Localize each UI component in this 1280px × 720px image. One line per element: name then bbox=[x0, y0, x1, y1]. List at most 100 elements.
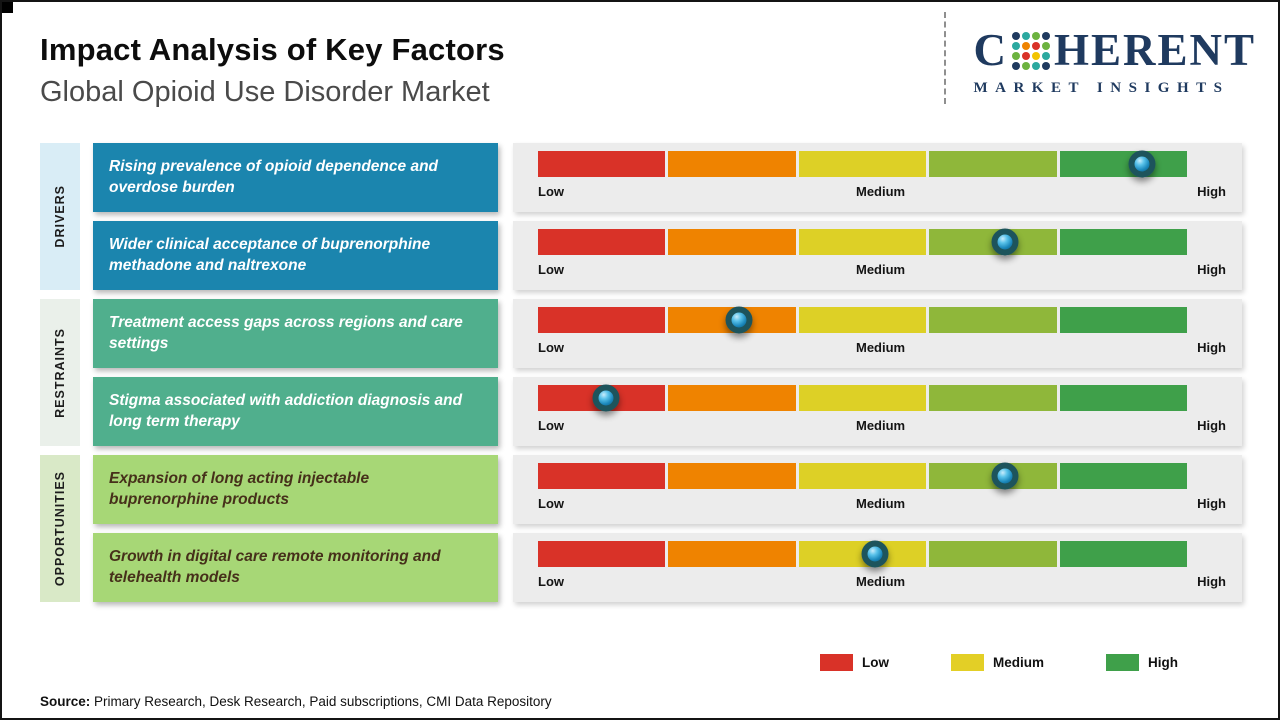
factor-box: Expansion of long acting injectable bupr… bbox=[93, 455, 498, 524]
scale-label-low: Low bbox=[538, 262, 564, 277]
category-label-restraints: RESTRAINTS bbox=[53, 327, 67, 418]
bar-segment-green bbox=[1059, 307, 1188, 333]
slider-knob[interactable] bbox=[725, 306, 753, 334]
scale-label-high: High bbox=[1197, 418, 1226, 433]
category-strip-restraints: RESTRAINTS bbox=[40, 299, 80, 446]
category-label-opportunities: OPPORTUNITIES bbox=[53, 470, 67, 587]
scale-label-medium: Medium bbox=[855, 340, 906, 355]
impact-bar-strip: Low Medium High bbox=[513, 143, 1242, 212]
source-label: Source: bbox=[40, 694, 91, 709]
factor-box: Treatment access gaps across regions and… bbox=[93, 299, 498, 368]
impact-bar-strip: Low Medium High bbox=[513, 455, 1242, 524]
logo-o-mosaic-icon bbox=[1011, 31, 1050, 70]
bar-segment-yellowgreen bbox=[929, 541, 1057, 567]
scale-labels: Low Medium High bbox=[538, 184, 1228, 199]
category-label-drivers: DRIVERS bbox=[53, 185, 67, 248]
page-subtitle: Global Opioid Use Disorder Market bbox=[40, 76, 490, 108]
bar-segment-green bbox=[1059, 541, 1188, 567]
scale-label-low: Low bbox=[538, 340, 564, 355]
scale-label-medium: Medium bbox=[855, 418, 906, 433]
bar-segment-yellowgreen bbox=[929, 151, 1057, 177]
impact-bar-strip: Low Medium High bbox=[513, 299, 1242, 368]
scale-label-low: Low bbox=[538, 574, 564, 589]
factor-text: Expansion of long acting injectable bupr… bbox=[109, 469, 370, 508]
impact-bar-strip: Low Medium High bbox=[513, 533, 1242, 602]
category-strip-drivers: DRIVERS bbox=[40, 143, 80, 290]
logo-wordmark: C HERENT bbox=[973, 28, 1256, 73]
bar-segment-red bbox=[538, 463, 666, 489]
scale-label-high: High bbox=[1197, 262, 1226, 277]
scale-label-medium: Medium bbox=[855, 574, 906, 589]
factor-box: Wider clinical acceptance of buprenorphi… bbox=[93, 221, 498, 290]
slider-knob[interactable] bbox=[991, 228, 1019, 256]
scale-label-high: High bbox=[1197, 340, 1226, 355]
legend: Low Medium High bbox=[819, 654, 1178, 671]
header: Impact Analysis of Key Factors Global Op… bbox=[40, 32, 505, 109]
scale-labels: Low Medium High bbox=[538, 340, 1228, 355]
factor-row: Expansion of long acting injectable bupr… bbox=[93, 455, 1242, 524]
bar-segment-red bbox=[538, 307, 666, 333]
slider-knob[interactable] bbox=[592, 384, 620, 412]
legend-item-high: High bbox=[1106, 654, 1178, 671]
legend-label-high: High bbox=[1148, 655, 1178, 670]
slider-knob[interactable] bbox=[861, 540, 889, 568]
logo-letter-c: C bbox=[973, 25, 1008, 75]
scale-labels: Low Medium High bbox=[538, 496, 1228, 511]
source-text: Primary Research, Desk Research, Paid su… bbox=[90, 694, 552, 709]
legend-label-medium: Medium bbox=[992, 655, 1044, 670]
slider-knob[interactable] bbox=[991, 462, 1019, 490]
factor-row: Growth in digital care remote monitoring… bbox=[93, 533, 1242, 602]
factor-row: Wider clinical acceptance of buprenorphi… bbox=[93, 221, 1242, 290]
scale-label-medium: Medium bbox=[855, 262, 906, 277]
scale-labels: Low Medium High bbox=[538, 262, 1228, 277]
bar-segment-green bbox=[1059, 463, 1188, 489]
scale-label-high: High bbox=[1197, 574, 1226, 589]
legend-swatch-medium bbox=[950, 654, 984, 671]
factor-text: Treatment access gaps across regions and… bbox=[109, 313, 463, 352]
bar-segment-orange bbox=[668, 229, 796, 255]
scale-labels: Low Medium High bbox=[538, 574, 1228, 589]
bar-segment-yellowgreen bbox=[929, 307, 1057, 333]
scale-label-high: High bbox=[1197, 184, 1226, 199]
impact-bar bbox=[538, 540, 1188, 568]
impact-bar bbox=[538, 306, 1188, 334]
bar-segment-green bbox=[1059, 385, 1188, 411]
bar-segment-orange bbox=[668, 151, 796, 177]
bar-segment-yellow bbox=[798, 151, 927, 177]
scale-label-medium: Medium bbox=[855, 496, 906, 511]
group-opportunities: OPPORTUNITIES Expansion of long acting i… bbox=[40, 455, 1242, 602]
page-title: Impact Analysis of Key Factors bbox=[40, 32, 505, 67]
scale-label-high: High bbox=[1197, 496, 1226, 511]
impact-bar-strip: Low Medium High bbox=[513, 221, 1242, 290]
logo-tagline: MARKET INSIGHTS bbox=[973, 80, 1230, 96]
factor-text: Rising prevalence of opioid dependence a… bbox=[109, 157, 439, 196]
legend-label-low: Low bbox=[861, 655, 889, 670]
bar-segment-orange bbox=[668, 463, 796, 489]
impact-bar-strip: Low Medium High bbox=[513, 377, 1242, 446]
bar-segment-red bbox=[538, 151, 666, 177]
bar-segment-yellow bbox=[798, 229, 927, 255]
source-note: Source: Primary Research, Desk Research,… bbox=[40, 694, 552, 709]
legend-item-medium: Medium bbox=[950, 654, 1044, 671]
bar-segment-yellow bbox=[798, 307, 927, 333]
factor-box: Growth in digital care remote monitoring… bbox=[93, 533, 498, 602]
category-strip-opportunities: OPPORTUNITIES bbox=[40, 455, 80, 602]
slider-knob[interactable] bbox=[1128, 150, 1156, 178]
bar-segment-red bbox=[538, 229, 666, 255]
bar-segment-green bbox=[1059, 151, 1188, 177]
impact-bar bbox=[538, 150, 1188, 178]
factor-row: Rising prevalence of opioid dependence a… bbox=[93, 143, 1242, 212]
bar-segment-green bbox=[1059, 229, 1188, 255]
group-restraints: RESTRAINTS Treatment access gaps across … bbox=[40, 299, 1242, 446]
impact-matrix: DRIVERS Rising prevalence of opioid depe… bbox=[40, 143, 1242, 611]
logo-name-rest: HERENT bbox=[1053, 25, 1256, 75]
factor-row: Treatment access gaps across regions and… bbox=[93, 299, 1242, 368]
bar-segment-yellow bbox=[798, 385, 927, 411]
legend-item-low: Low bbox=[819, 654, 889, 671]
scale-label-low: Low bbox=[538, 184, 564, 199]
impact-bar bbox=[538, 462, 1188, 490]
impact-bar bbox=[538, 228, 1188, 256]
brand-logo: C HERENT MARKET INSIGHTS bbox=[973, 28, 1256, 97]
corner-mark bbox=[2, 2, 13, 13]
